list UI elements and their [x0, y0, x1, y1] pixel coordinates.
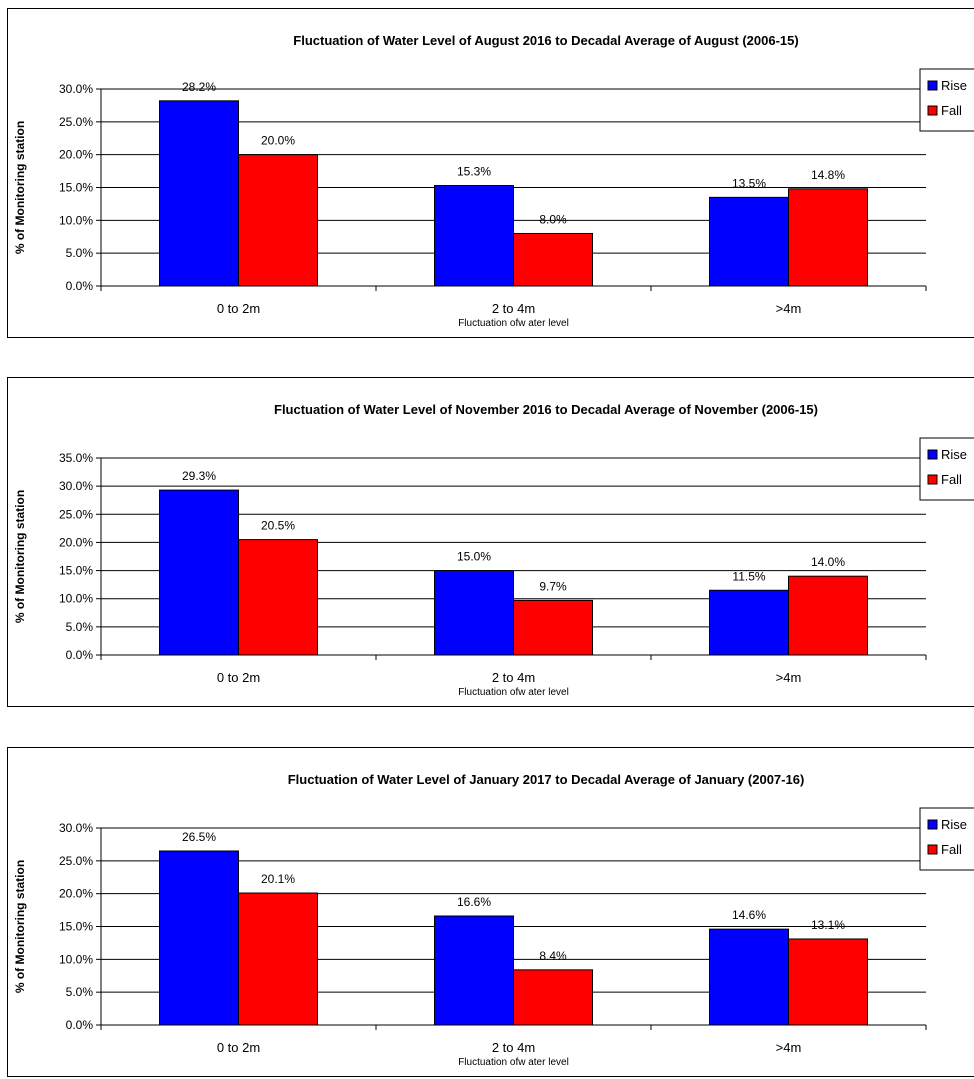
legend-label-fall: Fall	[941, 472, 962, 487]
bar-fall	[788, 938, 868, 1026]
data-label: 13.5%	[732, 176, 766, 190]
chart-panel-3: Fluctuation of Water Level of January 20…	[7, 747, 974, 1077]
x-tick-label: 0 to 2m	[217, 1040, 260, 1055]
legend-label-rise: Rise	[941, 447, 967, 462]
y-tick-label: 20.0%	[59, 148, 93, 162]
data-label: 15.0%	[457, 550, 491, 564]
data-label: 14.6%	[732, 908, 766, 922]
chart-svg: Fluctuation of Water Level of August 201…	[13, 33, 974, 329]
y-tick-label: 25.0%	[59, 854, 93, 868]
y-tick-label: 35.0%	[59, 451, 93, 465]
legend-swatch-fall	[927, 105, 938, 116]
chart-panel-2: Fluctuation of Water Level of November 2…	[7, 377, 974, 707]
bar-fall	[788, 575, 868, 656]
data-label: 14.0%	[811, 555, 845, 569]
legend-label-rise: Rise	[941, 78, 967, 93]
legend-swatch-fall	[927, 844, 938, 855]
data-label: 16.6%	[457, 895, 491, 909]
y-tick-label: 10.0%	[59, 952, 93, 966]
data-label: 13.1%	[811, 918, 845, 932]
bar-fall	[238, 892, 318, 1026]
data-label: 20.1%	[261, 872, 295, 886]
y-tick-label: 25.0%	[59, 115, 93, 129]
x-axis-title: Fluctuation ofw ater level	[458, 318, 569, 329]
x-tick-label: >4m	[776, 670, 802, 685]
legend-swatch-rise	[927, 449, 938, 460]
y-tick-label: 0.0%	[66, 1018, 94, 1032]
y-tick-label: 30.0%	[59, 821, 93, 835]
x-tick-label: 2 to 4m	[492, 1040, 535, 1055]
x-tick-label: >4m	[776, 301, 802, 316]
bar-fall	[513, 599, 593, 656]
x-axis-title: Fluctuation ofw ater level	[458, 687, 569, 698]
y-tick-label: 15.0%	[59, 920, 93, 934]
data-label: 9.7%	[539, 579, 567, 593]
x-tick-label: 0 to 2m	[217, 301, 260, 316]
x-tick-label: 0 to 2m	[217, 670, 260, 685]
y-tick-label: 25.0%	[59, 507, 93, 521]
bar-rise	[159, 850, 239, 1026]
bar-fall	[513, 232, 593, 287]
data-label: 29.3%	[182, 469, 216, 483]
data-label: 8.4%	[539, 949, 567, 963]
x-tick-label: 2 to 4m	[492, 670, 535, 685]
chart-title: Fluctuation of Water Level of November 2…	[274, 402, 818, 417]
bar-fall	[788, 188, 868, 287]
y-tick-label: 0.0%	[66, 279, 94, 293]
x-tick-label: >4m	[776, 1040, 802, 1055]
y-tick-label: 10.0%	[59, 213, 93, 227]
bar-fall	[238, 154, 318, 287]
bar-rise	[434, 185, 514, 287]
bar-rise	[159, 489, 239, 656]
y-tick-label: 5.0%	[66, 620, 94, 634]
data-label: 26.5%	[182, 830, 216, 844]
bar-fall	[513, 969, 593, 1026]
bar-rise	[709, 196, 789, 287]
bar-rise	[434, 915, 514, 1026]
y-axis-title: % of Monitoring station	[13, 490, 27, 623]
chart-panel-1: Fluctuation of Water Level of August 201…	[7, 8, 974, 338]
data-label: 28.2%	[182, 80, 216, 94]
y-tick-label: 15.0%	[59, 181, 93, 195]
y-tick-label: 30.0%	[59, 479, 93, 493]
data-label: 14.8%	[811, 168, 845, 182]
chart-svg: Fluctuation of Water Level of November 2…	[13, 402, 974, 698]
y-tick-label: 20.0%	[59, 535, 93, 549]
x-tick-label: 2 to 4m	[492, 301, 535, 316]
bar-rise	[159, 100, 239, 287]
y-tick-label: 5.0%	[66, 985, 94, 999]
legend-box	[919, 807, 974, 871]
legend-box	[919, 437, 974, 501]
legend-box	[919, 68, 974, 132]
legend-swatch-rise	[927, 80, 938, 91]
chart-title: Fluctuation of Water Level of August 201…	[293, 33, 798, 48]
data-label: 8.0%	[539, 212, 567, 226]
bar-rise	[709, 928, 789, 1026]
legend-label-rise: Rise	[941, 817, 967, 832]
y-tick-label: 10.0%	[59, 592, 93, 606]
data-label: 20.5%	[261, 519, 295, 533]
legend-swatch-rise	[927, 819, 938, 830]
y-tick-label: 20.0%	[59, 887, 93, 901]
bar-fall	[238, 539, 318, 656]
data-label: 11.5%	[732, 569, 765, 583]
y-axis-title: % of Monitoring station	[13, 860, 27, 993]
chart-title: Fluctuation of Water Level of January 20…	[288, 772, 805, 787]
chart-svg: Fluctuation of Water Level of January 20…	[13, 772, 974, 1068]
bar-rise	[709, 589, 789, 656]
legend-swatch-fall	[927, 474, 938, 485]
y-tick-label: 30.0%	[59, 82, 93, 96]
bar-rise	[434, 570, 514, 656]
data-label: 20.0%	[261, 134, 295, 148]
x-axis-title: Fluctuation ofw ater level	[458, 1057, 569, 1068]
legend-label-fall: Fall	[941, 103, 962, 118]
y-axis-title: % of Monitoring station	[13, 121, 27, 254]
y-tick-label: 0.0%	[66, 648, 94, 662]
y-tick-label: 15.0%	[59, 564, 93, 578]
y-tick-label: 5.0%	[66, 246, 94, 260]
data-label: 15.3%	[457, 165, 491, 179]
legend-label-fall: Fall	[941, 842, 962, 857]
